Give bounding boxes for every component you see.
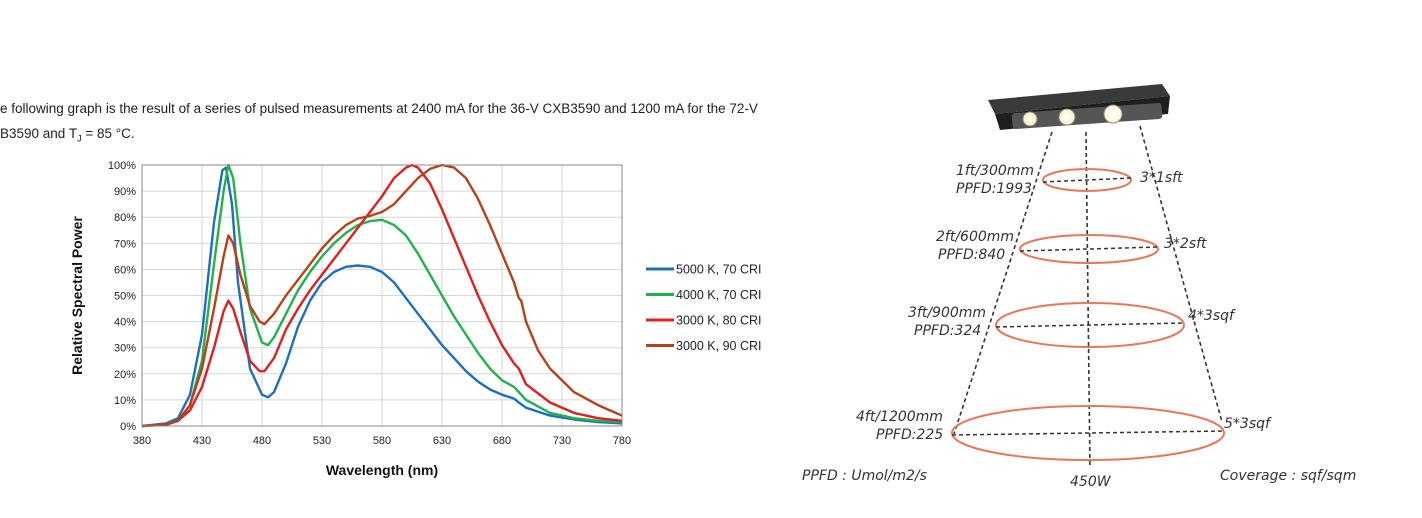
x-tick-label: 630 [433, 435, 451, 447]
spectral-power-chart: 0% 10% 20% 30% 40% 50% 60% 70% 80% 90% 100% 380 430 4… [69, 160, 761, 478]
level-3-ppfd: PPFD:324 [914, 323, 981, 339]
series-line-2 [141, 163, 623, 428]
coverage-diameter-1 [1042, 177, 1132, 183]
level-4-height: 4ft/1200mm [856, 409, 943, 425]
plot-ticks: 0% 10% 20% 30% 40% 50% 60% 70% 80% 90% 100% 380 430 4… [108, 160, 631, 447]
level-3-coverage: 4*3sqf [1188, 308, 1236, 324]
x-tick-label: 380 [133, 435, 151, 447]
y-tick-label: 50% [114, 291, 136, 303]
intro-line-2: B3590 and TJ = 85 °C. [0, 121, 800, 152]
legend-label-2: 4000 K, 70 CRI [676, 288, 761, 302]
plot-frame [141, 164, 623, 427]
coverage-cone: 1ft/300mm PPFD:1993 3*1sft 2ft/600mm PPF… [802, 84, 1356, 490]
coverage-ellipse-3 [995, 302, 1185, 348]
plot-series [141, 163, 623, 428]
level-1-coverage: 3*1sft [1140, 170, 1183, 186]
legend-label-3: 3000 K, 80 CRI [676, 314, 761, 328]
y-tick-label: 60% [114, 264, 136, 276]
x-tick-label: 430 [193, 435, 211, 447]
y-tick-label: 80% [114, 212, 136, 224]
series-line-3 [141, 163, 623, 428]
y-tick-label: 20% [114, 369, 136, 381]
intro-line-2-prefix: B3590 and T [0, 126, 78, 141]
coverage-diameter-2 [1019, 246, 1159, 252]
grow-light-fixture-icon [988, 84, 1170, 130]
ppfd-coverage-diagram: 1ft/300mm PPFD:1993 3*1sft 2ft/600mm PPF… [790, 70, 1422, 518]
level-4-coverage: 5*3sqf [1224, 416, 1272, 432]
y-tick-label: 10% [114, 395, 136, 407]
coverage-ellipses [951, 168, 1225, 461]
level-3-height: 3ft/900mm [908, 305, 986, 321]
intro-line-2-suffix: = 85 °C. [81, 126, 135, 141]
y-tick-label: 40% [114, 317, 136, 329]
y-tick-label: 100% [108, 160, 136, 172]
x-tick-label: 530 [313, 435, 331, 447]
level-2-coverage: 3*2sft [1164, 236, 1207, 252]
y-tick-label: 90% [114, 186, 136, 198]
y-tick-label: 30% [114, 343, 136, 355]
level-1-height: 1ft/300mm [956, 163, 1034, 179]
coverage-unit-note: Coverage : sqf/sqm [1220, 468, 1356, 484]
coverage-ellipse-1 [1042, 168, 1132, 192]
coverage-diameter-4 [951, 430, 1225, 436]
y-tick-label: 0% [120, 421, 136, 433]
y-tick-label: 70% [114, 238, 136, 250]
level-1-ppfd: PPFD:1993 [956, 181, 1032, 197]
level-4-ppfd: PPFD:225 [876, 427, 943, 443]
coverage-ellipse-4 [951, 405, 1225, 461]
legend-label-1: 5000 K, 70 CRI [676, 263, 761, 277]
x-tick-label: 480 [253, 435, 271, 447]
intro-text: e following graph is the result of a ser… [0, 96, 800, 152]
x-axis-title: Wavelength (nm) [326, 462, 438, 478]
cone-edges [953, 125, 1223, 469]
chart-legend: 5000 K, 70 CRI 4000 K, 70 CRI 3000 K, 80 C… [646, 263, 761, 353]
series-line-1 [141, 166, 623, 428]
level-2-height: 2ft/600mm [936, 229, 1014, 245]
intro-line-1: e following graph is the result of a ser… [0, 101, 758, 116]
coverage-ellipse-2 [1019, 234, 1159, 264]
coverage-diameter-3 [995, 322, 1185, 328]
x-tick-label: 730 [553, 435, 571, 447]
series-line-4 [141, 163, 623, 428]
plot-grid [141, 164, 623, 427]
junction-subscript: J [77, 133, 82, 144]
legend-label-4: 3000 K, 90 CRI [676, 339, 761, 353]
x-tick-label: 780 [613, 435, 631, 447]
ppfd-unit-note: PPFD : Umol/m2/s [802, 468, 927, 484]
x-tick-label: 580 [373, 435, 391, 447]
y-axis-title: Relative Spectral Power [69, 216, 85, 375]
level-2-ppfd: PPFD:840 [938, 247, 1005, 263]
wattage-label: 450W [1070, 474, 1112, 490]
x-tick-label: 680 [493, 435, 511, 447]
